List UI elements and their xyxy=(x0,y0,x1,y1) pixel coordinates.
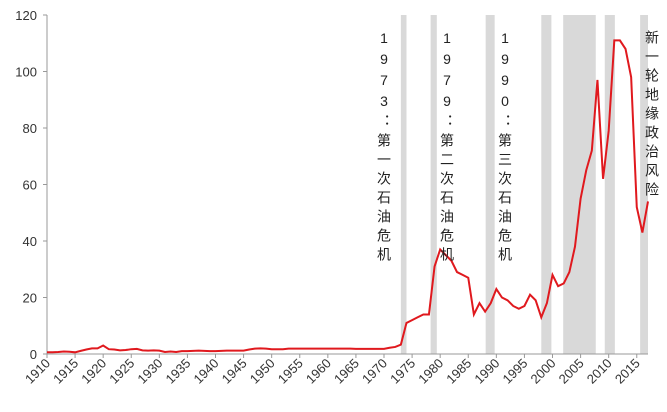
y-tick-label: 40 xyxy=(23,234,37,249)
y-tick-label: 100 xyxy=(15,65,37,80)
shaded-period xyxy=(640,15,648,354)
annotation: 1973：第一次石油危机 xyxy=(376,30,392,266)
x-tick-label: 1945 xyxy=(219,356,250,387)
x-tick-label: 1940 xyxy=(191,356,222,387)
x-tick-label: 1950 xyxy=(247,356,278,387)
x-tick-label: 1920 xyxy=(78,356,109,387)
annotation: 1990：第三次石油危机 xyxy=(497,30,513,266)
x-tick-label: 1980 xyxy=(415,356,446,387)
x-tick-label: 1955 xyxy=(275,356,306,387)
x-tick-label: 1985 xyxy=(443,356,474,387)
x-tick-label: 1925 xyxy=(106,356,137,387)
x-tick-label: 1930 xyxy=(134,356,165,387)
x-tick-label: 1965 xyxy=(331,356,362,387)
y-tick-label: 80 xyxy=(23,121,37,136)
x-tick-label: 2015 xyxy=(612,356,643,387)
annotation: 新一轮地缘政治风险 xyxy=(644,30,660,201)
shaded-period xyxy=(400,15,407,354)
shaded-period xyxy=(430,15,437,354)
x-tick-label: 1975 xyxy=(387,356,418,387)
shaded-period xyxy=(541,15,552,354)
line-series xyxy=(47,39,649,354)
shaded-period xyxy=(604,15,615,354)
x-tick-label: 1990 xyxy=(471,356,502,387)
x-tick-label: 2000 xyxy=(528,356,559,387)
x-tick-label: 1960 xyxy=(303,356,334,387)
x-tick-label: 1935 xyxy=(162,356,193,387)
y-tick-label: 20 xyxy=(23,291,37,306)
shaded-period xyxy=(485,15,495,354)
x-tick-label: 2005 xyxy=(556,356,587,387)
x-tick-label: 1970 xyxy=(359,356,390,387)
x-tick-label: 1910 xyxy=(22,356,53,387)
y-tick-label: 0 xyxy=(30,347,37,362)
x-tick-label: 1995 xyxy=(499,356,530,387)
y-tick-label: 60 xyxy=(23,178,37,193)
y-tick-label: 120 xyxy=(15,8,37,23)
x-tick-label: 2010 xyxy=(584,356,615,387)
shaded-period xyxy=(563,15,596,354)
x-tick-label: 1915 xyxy=(50,356,81,387)
annotation: 1979：第二次石油危机 xyxy=(439,30,455,266)
